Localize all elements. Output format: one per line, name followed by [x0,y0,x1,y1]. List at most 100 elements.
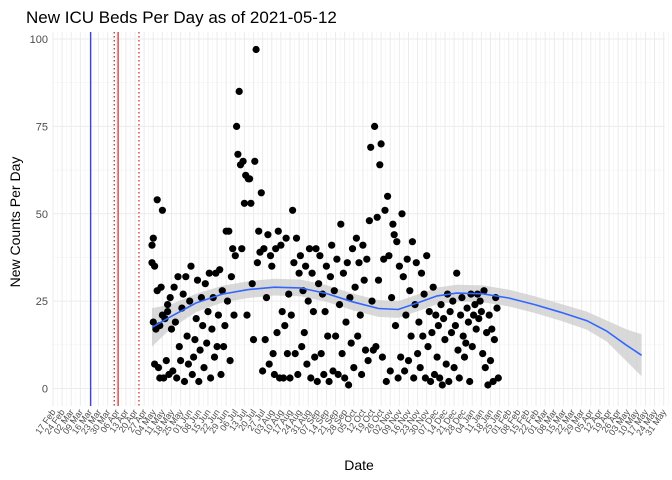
y-axis-ticks: 0 25 50 75 100 [30,34,48,396]
data-point [419,332,427,340]
data-point [308,269,316,277]
data-point [151,262,159,270]
data-point [470,311,478,319]
data-point [407,332,415,340]
data-point [389,220,397,228]
data-point [350,364,358,372]
data-point [216,266,224,274]
data-point [307,374,315,382]
data-point [455,374,463,382]
data-point [255,227,263,235]
data-point [493,304,501,312]
data-point [269,350,277,358]
data-point [278,308,286,316]
y-tick-label: 100 [30,34,48,46]
data-point [305,245,314,253]
data-point [471,301,479,309]
data-point [295,269,303,277]
data-point [289,206,297,214]
smooth-line-layer [151,286,643,356]
data-point [179,290,187,298]
data-point [253,259,261,267]
data-point [433,353,441,361]
data-point [184,360,192,368]
data-point [356,311,364,319]
data-point [283,350,291,358]
data-point [171,318,179,326]
data-point [486,357,495,365]
data-point [401,367,409,375]
data-point [273,329,281,337]
data-point [229,245,237,253]
data-point [162,357,170,365]
data-point [376,161,384,169]
data-point [217,370,225,379]
data-point [393,238,401,246]
data-point [320,370,328,379]
data-point [436,374,444,382]
data-point [466,377,474,386]
data-point [230,311,238,319]
y-tick-label: 0 [42,384,48,396]
data-point [227,273,235,281]
data-point [372,343,380,351]
data-point [441,336,449,344]
data-point [348,245,357,253]
data-point [265,360,273,368]
data-point [460,353,469,361]
data-point [218,287,226,295]
data-point [223,297,232,305]
data-point [180,377,189,386]
data-point [483,329,491,337]
data-point [235,87,243,95]
data-point [292,234,301,242]
data-point [247,199,255,207]
data-point [479,350,487,358]
data-point [361,346,370,354]
data-point [286,374,294,382]
data-point [264,231,272,239]
data-point [210,353,219,361]
data-point [412,259,420,267]
data-point [449,297,457,305]
data-point [200,364,208,372]
data-point [381,206,389,214]
data-point [309,308,317,316]
data-point [345,381,353,389]
data-point [220,343,228,351]
data-point [251,157,259,165]
data-point [338,350,346,358]
data-point [332,332,340,340]
data-point [373,213,381,221]
data-point [384,192,392,200]
data-point [268,262,276,270]
y-tick-label: 50 [36,209,48,221]
data-point [450,364,458,372]
data-point [489,377,497,386]
data-point [423,252,431,260]
data-point [196,346,204,354]
data-point [335,301,344,309]
data-point [397,353,405,361]
data-point [388,294,396,302]
smooth-band-layer [152,278,642,377]
data-point [472,325,480,333]
data-point [203,339,211,347]
data-point [201,280,209,288]
data-point [285,290,293,298]
data-point [257,189,265,197]
data-point [279,374,288,382]
data-point [459,332,467,340]
data-point [174,273,182,281]
data-point [197,294,205,302]
data-point [315,280,323,288]
data-point [445,377,453,386]
data-point [477,308,485,316]
data-point [447,329,456,337]
data-point [259,367,267,375]
data-point [330,287,338,295]
data-point [240,199,248,207]
data-point [183,332,191,340]
data-point [193,276,202,284]
data-point [480,287,488,295]
